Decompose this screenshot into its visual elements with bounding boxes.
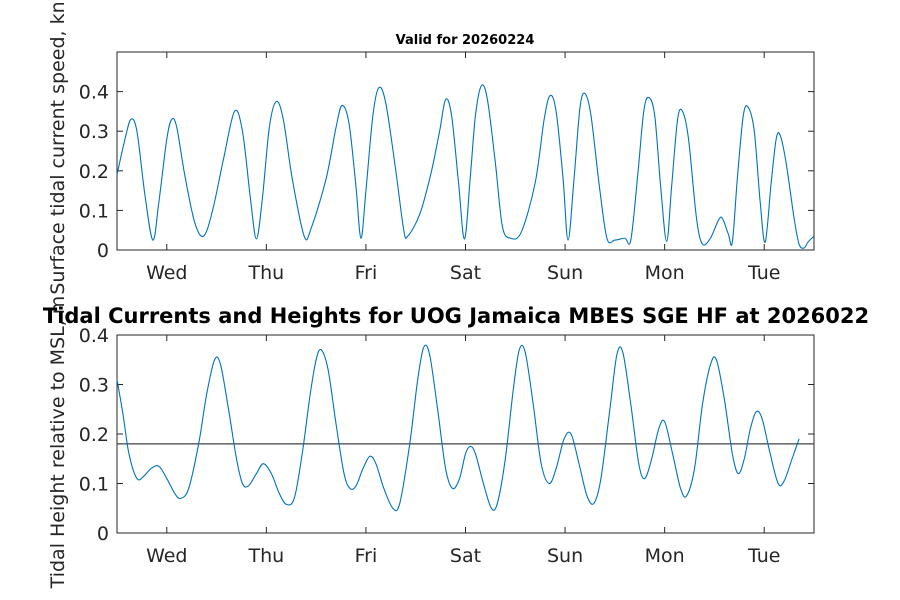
x-tick-label: Mon [645,262,685,284]
y-tick-label: 0.2 [79,424,109,446]
y-tick-label: 0.1 [79,474,109,496]
tidal-height-chart: 0 0.1 0.2 0.3 0.4 Wed Thu Fri Sat Sun Mon Tue Tidal… [43,296,869,590]
y-tick-label: 0 [97,523,109,545]
chart-title: Valid for 20260224 [396,33,535,48]
series-line [116,344,800,512]
series-line [116,84,815,249]
y-tick-label: 0.3 [79,375,109,397]
y-tick-label: 0.1 [79,200,109,222]
x-tick-label: Tue [747,262,780,284]
x-tick-label: Thu [248,262,285,284]
y-tick-label: 0.4 [79,325,109,347]
y-tick-label: 0.3 [79,121,109,143]
x-tick-label: Mon [645,545,685,567]
x-tick-label: Sun [547,262,583,284]
current-speed-chart: Valid for 20260224 0 0.1 0.2 0.3 0.4 Wed Thu Fr… [47,1,815,295]
x-tick-label: Fri [355,545,378,567]
axes-box [116,334,815,534]
y-tick-label: 0.2 [79,161,109,183]
y-axis-label: Surface tidal current speed, kn [47,1,69,294]
x-tick-label: Wed [146,262,187,284]
plot-area: 0 0.1 0.2 0.3 0.4 Wed Thu Fri Sat Sun Mon Tue [79,51,815,284]
x-tick-label: Fri [355,262,378,284]
x-tick-label: Wed [146,545,187,567]
x-tick-label: Sat [450,545,481,567]
x-tick-label: Sat [450,262,481,284]
x-tick-label: Tue [747,545,780,567]
plot-area: 0 0.1 0.2 0.3 0.4 Wed Thu Fri Sat Sun Mon Tue [79,325,815,567]
chart-title: Tidal Currents and Heights for UOG Jamai… [43,304,869,328]
x-tick-label: Sun [547,545,583,567]
y-tick-label: 0.4 [79,82,109,104]
axes-box [116,51,815,251]
x-tick-label: Thu [248,545,285,567]
y-axis-label: Tidal Height relative to MSL, m [47,296,69,590]
y-tick-label: 0 [97,240,109,262]
